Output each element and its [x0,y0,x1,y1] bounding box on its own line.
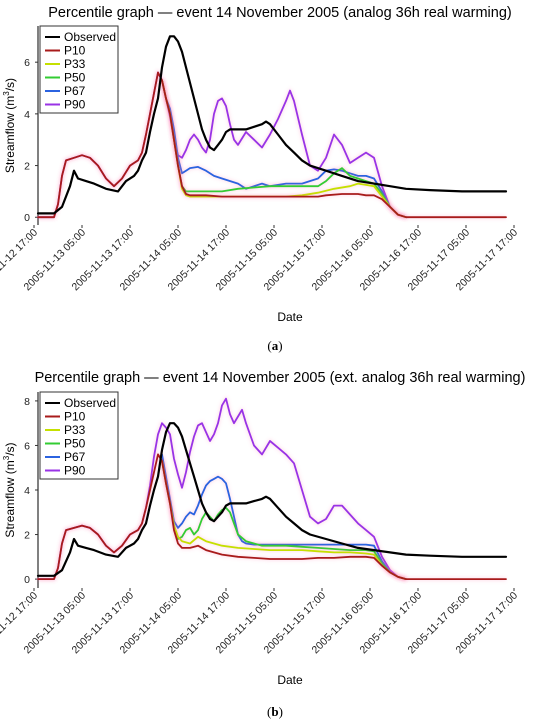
series-line-p10 [37,453,507,581]
x-axis-label: Date [277,310,303,324]
y-tick-label: 4 [24,485,30,497]
y-tick-label: 0 [24,574,30,586]
legend-label-p10: P10 [64,410,86,424]
y-tick-label: 2 [24,530,30,542]
chart-title: Percentile graph — event 14 November 200… [35,370,526,386]
panel-label: (a) [267,338,282,353]
legend-box [39,25,119,114]
series-halo-p50 [160,460,407,582]
legend-label-p67: P67 [64,450,86,464]
legend-label-p10: P10 [64,44,86,58]
legend-label-p67: P67 [64,84,86,98]
legend-label-p90: P90 [64,464,86,478]
legend-label-p90: P90 [64,98,86,112]
chart-title: Percentile graph — event 14 November 200… [48,5,511,21]
legend-label-p33: P33 [64,57,86,71]
y-tick-label: 8 [24,396,30,408]
legend-label-observed: Observed [64,30,116,44]
legend-label-p50: P50 [64,437,86,451]
legend-label-observed: Observed [64,396,116,410]
x-axis-label: Date [277,673,303,687]
y-tick-label: 4 [24,109,30,121]
series-line-p67 [161,79,407,219]
y-tick-label: 0 [24,212,30,224]
y-tick-label: 2 [24,161,30,173]
y-tick-label: 6 [24,57,30,69]
chart-panel-1: Percentile graph — event 14 November 200… [0,370,525,719]
y-tick-label: 6 [24,440,30,452]
y-axis-label: Streamflow (m3/s) [2,78,17,173]
chart-panel-0: Percentile graph — event 14 November 200… [0,5,520,353]
series-line-p10 [37,71,507,219]
legend-label-p33: P33 [64,423,86,437]
series-line-p33 [161,460,407,581]
series-line-observed [36,35,508,215]
legend-box [39,391,119,480]
series-line-p67 [161,453,407,581]
legend-label-p50: P50 [64,71,86,85]
y-axis-label: Streamflow (m3/s) [2,442,17,537]
series-halo-p33 [160,460,407,582]
series-line-observed [36,422,508,577]
series-line-p50 [161,460,407,581]
panel-label: (b) [267,704,283,719]
